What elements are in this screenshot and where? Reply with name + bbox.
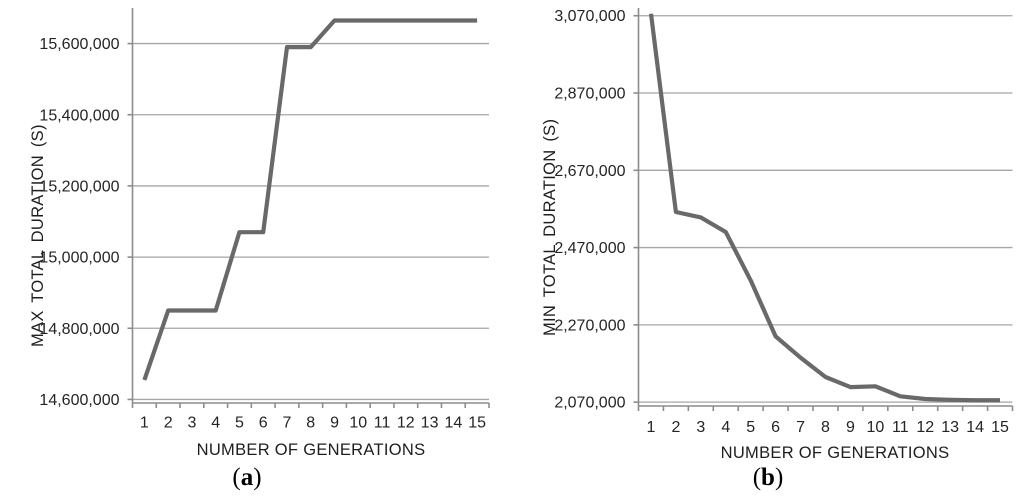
x-tick-label: 11 <box>374 415 391 432</box>
x-tick-label: 3 <box>187 415 196 432</box>
caption-a-letter: a <box>240 464 254 491</box>
x-tick-label: 9 <box>330 415 339 432</box>
x-axis-title-b: NUMBER OF GENERATIONS <box>720 444 950 462</box>
subfigure-a: 14,600,000 14,800,000 15,000,000 15,200,000… <box>0 8 503 492</box>
x-tick-label: 11 <box>892 419 909 436</box>
x-tick-label: 8 <box>821 419 830 436</box>
x-tick-label: 5 <box>235 415 244 432</box>
y-tick-label: 14,600,000 <box>39 392 119 409</box>
x-tick-label: 4 <box>211 415 220 432</box>
x-tick-label: 5 <box>746 419 755 436</box>
caption-b-close-paren: ) <box>774 464 784 491</box>
series-line <box>648 13 1000 403</box>
y-tick-label: 2,270,000 <box>554 317 625 334</box>
x-tick-label: 12 <box>397 415 415 432</box>
series-line <box>142 18 478 381</box>
x-tick-label: 12 <box>916 419 934 436</box>
y-tick-label: 2,670,000 <box>554 163 625 180</box>
y-tick-label: 3,070,000 <box>554 8 625 25</box>
caption-b-letter: b <box>761 464 775 491</box>
y-axis-title-a: MAX TOTAL DURATION (S) <box>29 124 47 347</box>
subfigure-b: 2,070,000 2,270,000 2,470,000 2,670,000 2,87… <box>512 0 1024 503</box>
y-axis-title-b: MIN TOTAL DURATION (S) <box>541 118 559 336</box>
chart-a-canvas: 14,600,000 14,800,000 15,000,000 15,200,000… <box>39 8 490 432</box>
x-tick-label: 7 <box>283 415 292 432</box>
x-tick-label: 9 <box>846 419 855 436</box>
y-tick-label: 15,000,000 <box>39 250 119 267</box>
x-tick-label: 1 <box>647 419 656 436</box>
y-tick-label: 15,200,000 <box>39 178 119 195</box>
x-axis-title-a: NUMBER OF GENERATIONS <box>196 441 426 459</box>
x-tick-label: 2 <box>164 415 173 432</box>
x-tick-label: 14 <box>966 419 984 436</box>
caption-b-open-paren: ( <box>752 464 762 491</box>
x-tick-label: 4 <box>721 419 730 436</box>
x-tick-label: 10 <box>866 419 884 436</box>
x-tick-label: 7 <box>796 419 805 436</box>
y-tick-label: 2,470,000 <box>554 240 625 257</box>
y-tick-label: 15,600,000 <box>39 36 119 53</box>
x-tick-label: 13 <box>421 415 439 432</box>
caption-b: (b) <box>512 464 1024 492</box>
x-tick-label: 14 <box>444 415 462 432</box>
y-tick-label: 2,070,000 <box>554 395 625 412</box>
y-tick-label: 2,870,000 <box>554 86 625 103</box>
caption-a: (a) <box>0 464 503 492</box>
x-tick-label: 6 <box>259 415 268 432</box>
chart-b-canvas: 2,070,000 2,270,000 2,470,000 2,670,000 2,87… <box>554 8 1014 436</box>
x-tick-label: 15 <box>991 419 1009 436</box>
x-tick-label: 2 <box>671 419 680 436</box>
x-tick-label: 3 <box>696 419 705 436</box>
x-tick-label: 1 <box>140 415 149 432</box>
caption-a-open-paren: ( <box>232 464 241 491</box>
y-tick-label: 14,800,000 <box>39 321 119 338</box>
y-tick-label: 15,400,000 <box>39 107 119 124</box>
x-tick-label: 6 <box>771 419 780 436</box>
caption-a-close-paren: ) <box>253 464 262 491</box>
x-tick-label: 8 <box>306 415 315 432</box>
x-tick-label: 15 <box>468 415 486 432</box>
x-tick-label: 13 <box>941 419 959 436</box>
x-tick-label: 10 <box>349 415 367 432</box>
